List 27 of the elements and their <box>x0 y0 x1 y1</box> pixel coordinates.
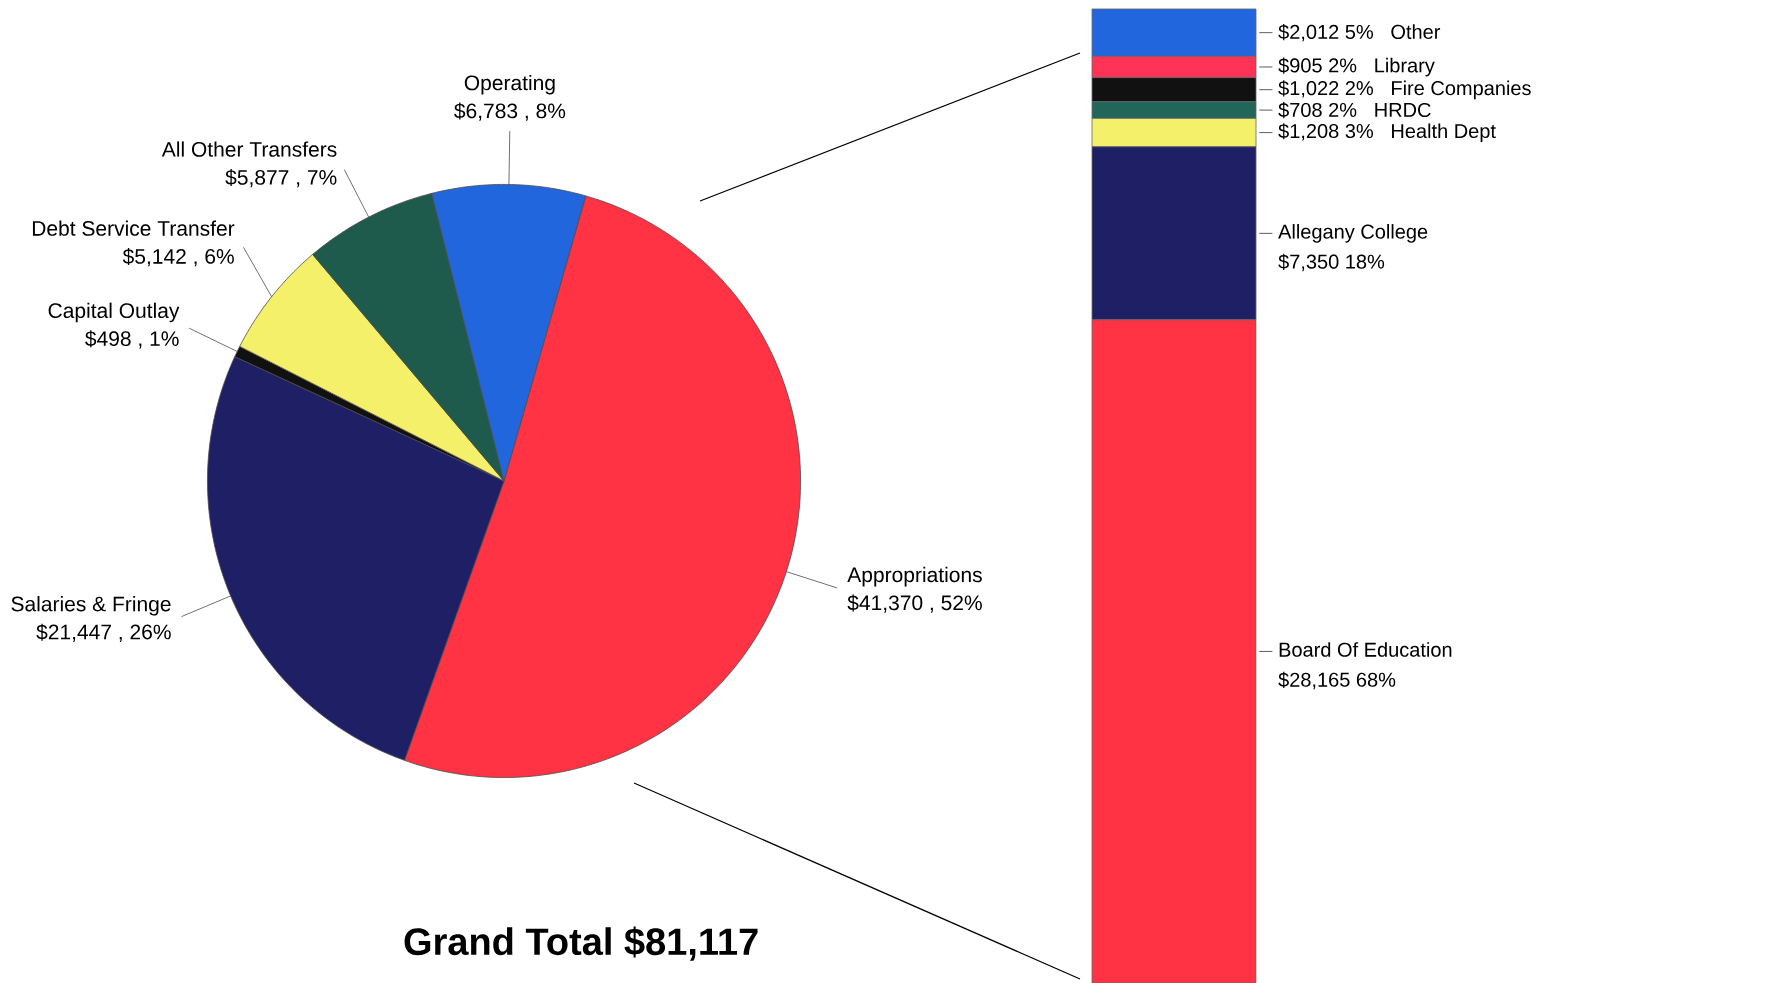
data-label: $41,370 , 52% <box>847 594 982 613</box>
series-label: Board Of Education <box>1279 642 1452 657</box>
data-label: $2,012 5% <box>1278 23 1374 42</box>
text: Fire Companies <box>1392 80 1531 100</box>
data-label: $498 , 1% <box>85 330 179 349</box>
data-label: $708 2% <box>1278 102 1357 119</box>
data-label: $21,447 , 26% <box>36 623 171 642</box>
text: Library <box>1375 57 1435 77</box>
text: Other <box>1391 24 1441 39</box>
data-label: $1,208 3% <box>1278 123 1374 141</box>
data-label: $905 2% <box>1278 57 1357 74</box>
data-label: $6,783 , 8% <box>454 102 566 121</box>
slice-label: Debt Service Transfer <box>32 220 235 236</box>
data-label: $28,165 68% <box>1278 671 1396 690</box>
data-label: $5,877 , 7% <box>225 169 337 188</box>
slice-label: Operating <box>464 74 555 95</box>
data-label: $1,022 2% <box>1278 80 1374 98</box>
data-label: $7,350 18% <box>1278 253 1385 272</box>
text: Grand Total $81,117 <box>404 926 758 961</box>
slice-label: Capital Outlay <box>48 302 180 323</box>
slice-label: Salaries & Fringe <box>11 595 171 616</box>
text: Health Dept <box>1392 123 1496 143</box>
slice-label: Appropriations <box>847 566 982 587</box>
slice-label: All Other Transfers <box>161 141 337 157</box>
data-label: $5,142 , 6% <box>122 248 234 267</box>
text: HRDC <box>1375 102 1431 118</box>
series-label: Allegany College <box>1278 224 1428 243</box>
